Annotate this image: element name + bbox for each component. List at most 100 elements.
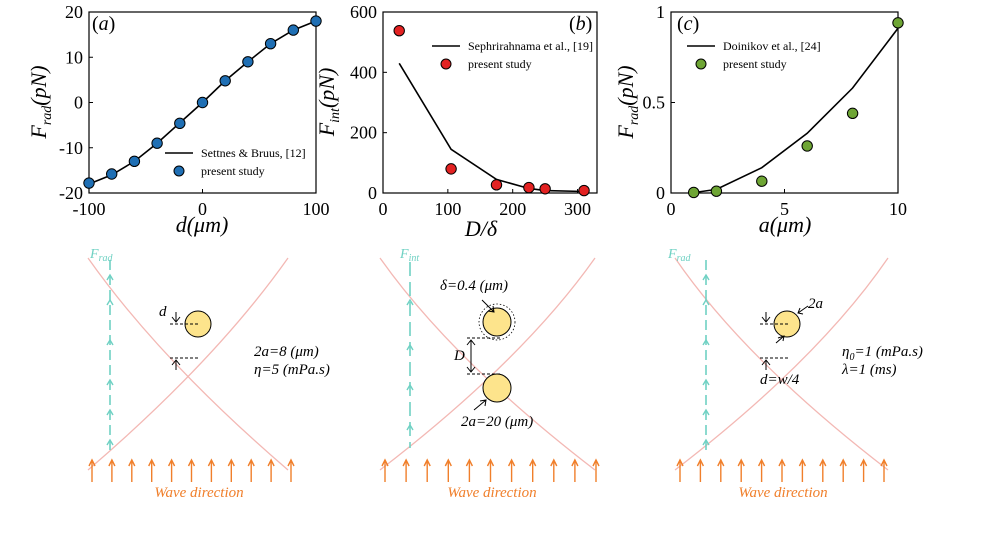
axes-frame-b xyxy=(382,11,598,194)
y-ticks-a: -20 -10 0 10 20 xyxy=(59,2,93,203)
plot-b: (b) 0 100 200 300 0 200 400 600 D/δ Fint(pN) S… xyxy=(314,2,598,241)
lambda-label-right: λ=1 (ms) xyxy=(841,362,897,378)
wave-arrow-head xyxy=(507,458,516,467)
wave-arrow-head xyxy=(287,458,295,467)
wave-arrow-head xyxy=(592,458,600,467)
wave-arrows-right xyxy=(676,458,888,482)
force-arrow-head xyxy=(702,298,710,306)
force-arrow-head xyxy=(106,273,114,281)
x-tick-label: 100 xyxy=(303,199,330,219)
data-point xyxy=(310,15,322,27)
wave-arrow-head xyxy=(859,458,868,467)
force-arrows-middle xyxy=(406,298,414,431)
schematic-middle: Fint D δ=0.4 (μm) 2a=20 (μm) Wave direct… xyxy=(379,247,600,501)
wave-direction-left: Wave direction xyxy=(154,485,243,501)
wave-arrow-head xyxy=(676,458,684,467)
x-ticks-a: -100 0 100 xyxy=(73,189,330,219)
plot-c: (c) 0 5 10 00.51 a(μm) Frad(pN) Doinikov e… xyxy=(613,2,907,237)
d-label-right: d=w/4 xyxy=(760,372,800,388)
force-label-left: Frad xyxy=(89,247,113,264)
schematic-right: Frad 2a d=w/4 η0=1 (mPa.s) λ=1 (ms) Wave… xyxy=(667,247,923,501)
x-tick-label: -100 xyxy=(73,199,106,219)
legend-c: Doinikov et al., [24] present study xyxy=(687,39,821,71)
wave-arrow-head xyxy=(465,458,474,467)
data-point xyxy=(151,137,163,149)
y-ticks-b: 0 200 400 600 xyxy=(350,2,387,203)
y-tick-label: 0 xyxy=(74,93,83,113)
data-point xyxy=(174,117,186,130)
data-point xyxy=(539,183,551,195)
y-axis-label-b: Fint(pN) xyxy=(314,68,343,138)
panel-label-c: (c) xyxy=(677,13,699,35)
wave-arrow-head xyxy=(88,458,96,467)
wave-arrow-head xyxy=(737,458,745,467)
y-tick-label: 0 xyxy=(368,183,377,203)
y-tick-label: 200 xyxy=(350,123,377,143)
x-tick-label: 0 xyxy=(198,199,207,219)
wave-arrow-head xyxy=(839,458,847,467)
force-arrows-right xyxy=(702,273,710,446)
wave-arrow-head xyxy=(108,458,116,467)
viscosity-label-right: η0=1 (mPa.s) xyxy=(842,344,923,363)
data-point xyxy=(242,56,254,68)
force-arrow-head xyxy=(406,343,414,351)
wave-arrow-head xyxy=(227,458,235,467)
wave-arrow-head xyxy=(798,458,807,467)
wave-arrow-head xyxy=(880,458,888,467)
wave-arrow-head xyxy=(696,458,705,467)
D-label-middle: D xyxy=(453,348,465,364)
wave-arrow-head xyxy=(819,458,827,467)
legend-b: Sephrirahnama et al., [19] present study xyxy=(432,39,593,71)
x-axis-label-c: a(μm) xyxy=(759,212,812,237)
beam-curve-middle-2 xyxy=(379,257,596,471)
force-arrow-head xyxy=(106,408,114,416)
y-axis-label-a: Frad(pN) xyxy=(26,65,55,139)
force-label-middle: Fint xyxy=(399,247,419,264)
force-arrow-head xyxy=(106,438,114,446)
data-point xyxy=(196,96,209,109)
size-label-middle: 2a=20 (μm) xyxy=(461,414,533,430)
arrow-d-right-bot xyxy=(761,359,771,370)
particle-middle-bottom xyxy=(482,373,512,403)
data-point xyxy=(219,75,231,87)
x-tick-label: 0 xyxy=(379,199,388,219)
y-tick-label: 1 xyxy=(656,2,665,22)
force-arrow-head xyxy=(406,298,414,306)
force-arrow-head xyxy=(702,378,710,386)
arrow-D-middle xyxy=(466,339,476,373)
size-label-right: 2a xyxy=(808,296,823,312)
arrow-size-middle xyxy=(473,399,487,411)
wave-arrow-head xyxy=(187,458,196,467)
legend-marker-swatch xyxy=(440,58,452,70)
y-tick-label: -10 xyxy=(59,138,83,158)
x-tick-label: 100 xyxy=(434,199,461,219)
wave-arrow-head xyxy=(247,458,255,467)
wave-arrows-middle xyxy=(381,458,600,482)
series-line xyxy=(398,62,585,193)
force-arrow-head xyxy=(406,383,414,391)
delta-label-middle: δ=0.4 (μm) xyxy=(440,278,508,294)
d-label-left: d xyxy=(159,304,167,320)
y-tick-label: 10 xyxy=(65,47,83,67)
x-tick-label: 200 xyxy=(499,199,526,219)
y-tick-label: 20 xyxy=(65,2,83,22)
data-point xyxy=(892,17,904,29)
wave-arrow-head xyxy=(444,458,452,467)
data-point xyxy=(801,140,813,152)
data-point xyxy=(393,25,405,37)
data-point xyxy=(710,185,723,197)
wave-arrow-head xyxy=(550,458,558,467)
y-tick-label: 0.5 xyxy=(643,93,666,113)
wave-arrow-head xyxy=(423,458,431,467)
legend-entry: present study xyxy=(201,164,265,178)
force-arrow-head xyxy=(406,423,414,431)
force-arrow-head xyxy=(702,438,710,446)
x-tick-label: 300 xyxy=(564,199,591,219)
data-point xyxy=(128,155,141,168)
legend-entry: Sephrirahnama et al., [19] xyxy=(468,39,593,53)
data-point xyxy=(756,175,768,187)
y-ticks-c: 00.51 xyxy=(643,2,675,203)
wave-arrow-head xyxy=(267,458,275,467)
schematic-left: Frad d 2a=8 (μm) η=5 (mPa.s) Wave direct… xyxy=(87,247,330,501)
